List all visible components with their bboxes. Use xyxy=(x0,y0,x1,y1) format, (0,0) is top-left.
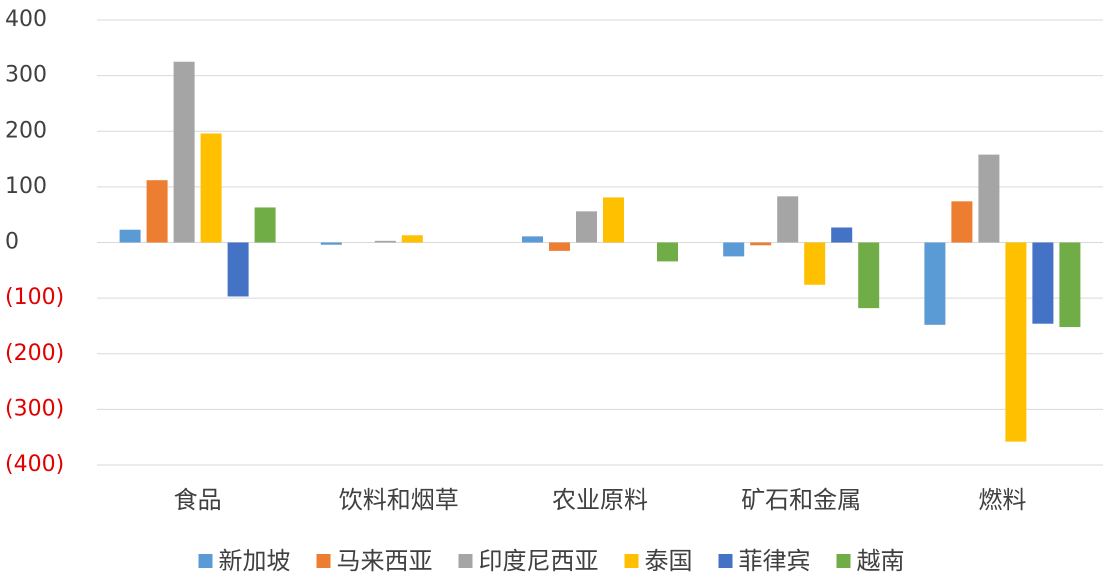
bar xyxy=(924,242,946,325)
x-tick-label: 燃料 xyxy=(978,486,1026,514)
bar xyxy=(146,180,168,243)
x-tick-label: 矿石和金属 xyxy=(741,486,861,514)
y-tick-label: (400) xyxy=(5,452,64,477)
x-tick-label: 食品 xyxy=(174,486,222,514)
bar xyxy=(401,235,423,243)
bar xyxy=(254,207,276,243)
x-tick-label: 饮料和烟草 xyxy=(339,486,459,514)
bar xyxy=(831,227,853,243)
bar xyxy=(173,61,195,243)
y-tick-label: 200 xyxy=(5,118,47,143)
legend-label: 越南 xyxy=(857,547,905,575)
y-tick-label: 100 xyxy=(5,174,47,199)
legend-label: 新加坡 xyxy=(219,547,291,575)
bar xyxy=(804,242,826,285)
bar xyxy=(200,133,222,243)
bar xyxy=(1005,242,1027,442)
y-tick-label: 300 xyxy=(5,63,47,88)
y-tick-label: (100) xyxy=(5,285,64,310)
legend-swatch xyxy=(624,554,639,568)
bar xyxy=(858,242,880,309)
bar xyxy=(777,196,799,243)
legend-swatch xyxy=(836,554,851,568)
x-tick-label: 农业原料 xyxy=(552,486,648,514)
bar xyxy=(750,242,772,246)
legend-label: 马来西亚 xyxy=(337,547,433,575)
bar xyxy=(723,242,745,257)
bar xyxy=(603,197,624,243)
y-tick-label: (200) xyxy=(5,341,64,366)
legend-swatch xyxy=(316,554,331,568)
legend-swatch xyxy=(718,554,733,568)
y-tick-label: 0 xyxy=(5,230,19,255)
legend-swatch xyxy=(458,554,473,568)
bar xyxy=(951,201,973,243)
bar xyxy=(119,229,141,243)
legend-swatch xyxy=(198,554,213,568)
bar xyxy=(1032,242,1054,324)
legend-label: 菲律宾 xyxy=(739,547,811,575)
legend-label: 泰国 xyxy=(645,547,693,575)
y-tick-label: 400 xyxy=(5,7,47,32)
bar xyxy=(978,154,1000,243)
bar xyxy=(320,242,342,245)
bar xyxy=(549,242,570,251)
bar xyxy=(522,236,543,243)
bar xyxy=(374,240,396,243)
bar xyxy=(657,242,678,262)
bar xyxy=(1059,242,1081,328)
bar xyxy=(576,211,597,243)
bar xyxy=(227,242,249,297)
y-tick-label: (300) xyxy=(5,396,64,421)
legend-label: 印度尼西亚 xyxy=(479,547,599,575)
